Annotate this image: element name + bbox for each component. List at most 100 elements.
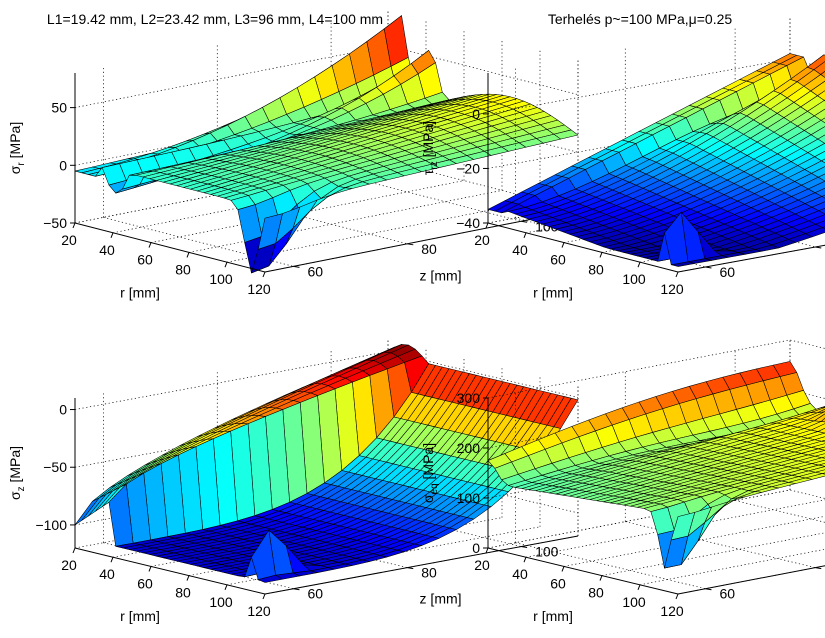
r-tick [523,232,527,238]
r-tick-label: 20 [474,557,490,573]
surface-cell [820,417,825,423]
r-tick [637,262,641,268]
r-axis-label: r [mm] [533,285,573,301]
r-tick [224,262,228,268]
r-tick [186,252,190,258]
value-axis-unit: [MPa] [420,121,436,161]
r-tick-label: 20 [61,557,77,573]
z-tick [521,220,528,223]
value-axis-label: σr [MPa] [7,122,27,174]
z-tick [705,266,712,269]
r-axis-line [487,222,679,273]
value-tick-label: −100 [35,517,67,533]
r-tick-label: 40 [512,566,528,582]
value-tick-label: −40 [456,215,480,231]
value-axis-symbol: σ [7,165,23,174]
value-axis-symbol: σ [420,494,436,503]
r-tick-label: 80 [588,261,604,277]
r-tick [72,547,76,554]
r-axis-label: r [mm] [120,608,160,624]
value-axis-symbol: σ [7,491,23,500]
r-tick [523,557,527,563]
z-tick-label: 60 [307,586,323,602]
value-axis-symbol: τ [420,169,436,175]
r-tick [561,242,565,248]
chart-title: L1=19.42 mm, L2=23.42 mm, L3=96 mm, L4=1… [47,11,383,27]
surface [487,53,825,267]
r-tick [599,252,603,258]
r-tick-label: 120 [247,603,271,619]
r-tick [72,222,76,229]
z-tick-label: 80 [421,565,437,581]
surface-cell [81,494,107,521]
chart-title: Terhelés p~=100 MPa,μ=0.25 [548,11,733,27]
surface [74,15,579,274]
r-tick [110,232,114,238]
panel-sigma-z: 20 40 60 80 100 120 60 80 100 −100 −50 0 r [mm] z [mm… [7,340,579,624]
value-tick-label: −50 [43,215,67,231]
value-tick-label: 100 [457,490,481,506]
r-tick-label: 80 [175,261,191,277]
r-axis-line [487,547,679,595]
axes-box: 2040608010012060801000100200300 [457,390,825,619]
surface-cell [670,261,696,267]
z-tick [293,265,300,268]
z-tick-label: 60 [719,264,735,280]
value-axis-unit: [MPa] [7,122,23,162]
value-tick-label: 0 [59,402,67,418]
value-tick-label: −50 [43,459,67,475]
r-tick-label: 40 [512,242,528,258]
z-axis-line [264,535,579,595]
r-tick-label: 60 [137,252,153,268]
r-tick [262,271,266,278]
z-tick [815,567,822,570]
grid-line [625,521,816,568]
r-tick [561,566,565,572]
z-tick [521,546,528,549]
r-tick-label: 60 [550,575,566,591]
z-tick-label: 60 [719,586,735,602]
surface-cell [257,574,283,583]
r-tick [224,584,228,590]
value-axis-label: σz [MPa] [7,446,27,500]
z-axis-line [677,244,825,273]
z-tick [815,246,822,249]
value-tick-label: 0 [472,106,480,122]
value-tick-label: 200 [457,440,481,456]
value-tick-label: 0 [472,540,480,556]
value-tick-label: 300 [457,390,481,406]
panel-sigma-eq: 20 40 60 80 100 120 60 80 100 0 100 200 300 r [mm] z [… [420,339,825,624]
z-tick [293,588,300,591]
grid-line [331,171,522,222]
r-axis-label: r [mm] [533,608,573,624]
axes-box: 20 40 60 80 100 120 60 80 100 −100 −50 0 [35,398,579,619]
surface-cell [670,512,696,541]
r-tick [485,222,489,229]
value-tick-label: 0 [59,157,67,173]
value-axis-label: τrz [MPa] [420,121,440,175]
grid-line [74,351,579,410]
r-tick-label: 40 [99,242,115,258]
r-tick-label: 120 [660,603,684,619]
value-axis-label: σeq [MPa] [420,443,440,503]
value-axis-unit: [MPa] [7,446,23,486]
r-tick-label: 100 [209,271,233,287]
surface-cell [820,406,825,409]
z-tick-label: 100 [535,544,559,560]
r-tick [485,547,489,554]
r-tick [110,557,114,563]
r-tick [675,593,679,600]
r-tick [148,242,152,248]
r-tick-label: 20 [61,232,77,248]
value-tick-label: −20 [456,160,480,176]
r-tick-label: 60 [550,252,566,268]
r-tick [148,566,152,572]
grid-line [735,500,825,523]
r-tick [637,584,641,590]
r-axis-line [74,222,266,273]
r-tick [599,575,603,581]
r-tick-label: 120 [247,281,271,297]
